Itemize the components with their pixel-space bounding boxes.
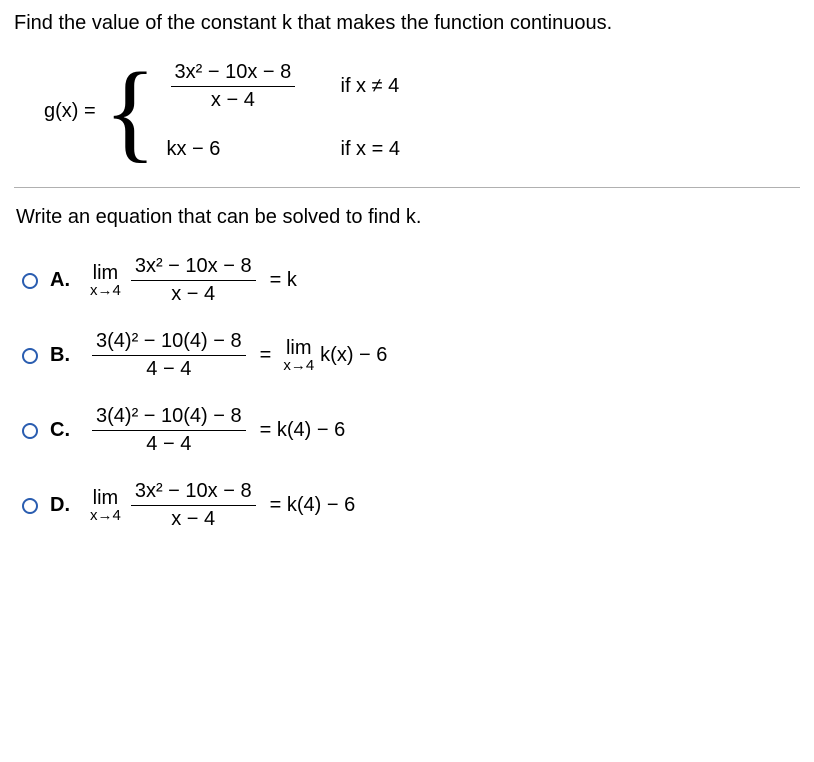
- question-text: Find the value of the constant k that ma…: [14, 10, 800, 37]
- limit-bot: x→4: [90, 283, 121, 298]
- function-definition: g(x) = { 3x² − 10x − 8 x − 4 if x ≠ 4 kx…: [44, 61, 800, 161]
- limit-top: lim: [93, 488, 119, 508]
- case2-condition: if x = 4: [341, 138, 400, 161]
- case2-expr: kx − 6: [167, 138, 327, 161]
- subquestion-text: Write an equation that can be solved to …: [16, 206, 800, 229]
- radio-icon[interactable]: [22, 423, 38, 439]
- case1-denominator: x − 4: [207, 87, 259, 112]
- eq-b: =: [260, 344, 272, 367]
- option-label-d: D.: [50, 494, 76, 517]
- limit-top: lim: [286, 338, 312, 358]
- case1-condition: if x ≠ 4: [341, 75, 400, 98]
- limit-b: lim x→4: [283, 338, 314, 373]
- case-2: kx − 6 if x = 4: [167, 138, 400, 161]
- option-c[interactable]: C. 3(4)² − 10(4) − 8 4 − 4 = k(4) − 6: [22, 405, 800, 456]
- option-label-a: A.: [50, 269, 76, 292]
- rhs-c: = k(4) − 6: [260, 419, 346, 442]
- rhs-d: = k(4) − 6: [270, 494, 356, 517]
- fraction-d: 3x² − 10x − 8 x − 4: [131, 480, 256, 531]
- case1-numerator: 3x² − 10x − 8: [171, 61, 296, 87]
- limit-a: lim x→4: [90, 263, 121, 298]
- option-label-b: B.: [50, 344, 76, 367]
- limit-d: lim x→4: [90, 488, 121, 523]
- frac-num: 3x² − 10x − 8: [131, 255, 256, 281]
- brace-icon: {: [104, 62, 157, 161]
- limit-bot: x→4: [90, 508, 121, 523]
- case1-fraction: 3x² − 10x − 8 x − 4: [171, 61, 296, 112]
- rhs-a: = k: [270, 269, 297, 292]
- radio-icon[interactable]: [22, 348, 38, 364]
- option-a[interactable]: A. lim x→4 3x² − 10x − 8 x − 4 = k: [22, 255, 800, 306]
- frac-den: 4 − 4: [142, 431, 195, 456]
- limit-top: lim: [93, 263, 119, 283]
- frac-num: 3x² − 10x − 8: [131, 480, 256, 506]
- frac-den: x − 4: [167, 281, 219, 306]
- frac-den: 4 − 4: [142, 356, 195, 381]
- limit-bot: x→4: [283, 358, 314, 373]
- function-lhs: g(x) =: [44, 100, 96, 123]
- radio-icon[interactable]: [22, 498, 38, 514]
- section-divider: [14, 187, 800, 188]
- option-label-c: C.: [50, 419, 76, 442]
- option-b[interactable]: B. 3(4)² − 10(4) − 8 4 − 4 = lim x→4 k(x…: [22, 330, 800, 381]
- radio-icon[interactable]: [22, 273, 38, 289]
- frac-num: 3(4)² − 10(4) − 8: [92, 330, 246, 356]
- frac-den: x − 4: [167, 506, 219, 531]
- case-1: 3x² − 10x − 8 x − 4 if x ≠ 4: [167, 61, 400, 112]
- rhs-tail-b: k(x) − 6: [320, 344, 387, 367]
- fraction-b: 3(4)² − 10(4) − 8 4 − 4: [92, 330, 246, 381]
- fraction-c: 3(4)² − 10(4) − 8 4 − 4: [92, 405, 246, 456]
- cases-container: 3x² − 10x − 8 x − 4 if x ≠ 4 kx − 6 if x…: [167, 61, 400, 161]
- option-d[interactable]: D. lim x→4 3x² − 10x − 8 x − 4 = k(4) − …: [22, 480, 800, 531]
- frac-num: 3(4)² − 10(4) − 8: [92, 405, 246, 431]
- fraction-a: 3x² − 10x − 8 x − 4: [131, 255, 256, 306]
- options-list: A. lim x→4 3x² − 10x − 8 x − 4 = k B. 3(…: [22, 255, 800, 531]
